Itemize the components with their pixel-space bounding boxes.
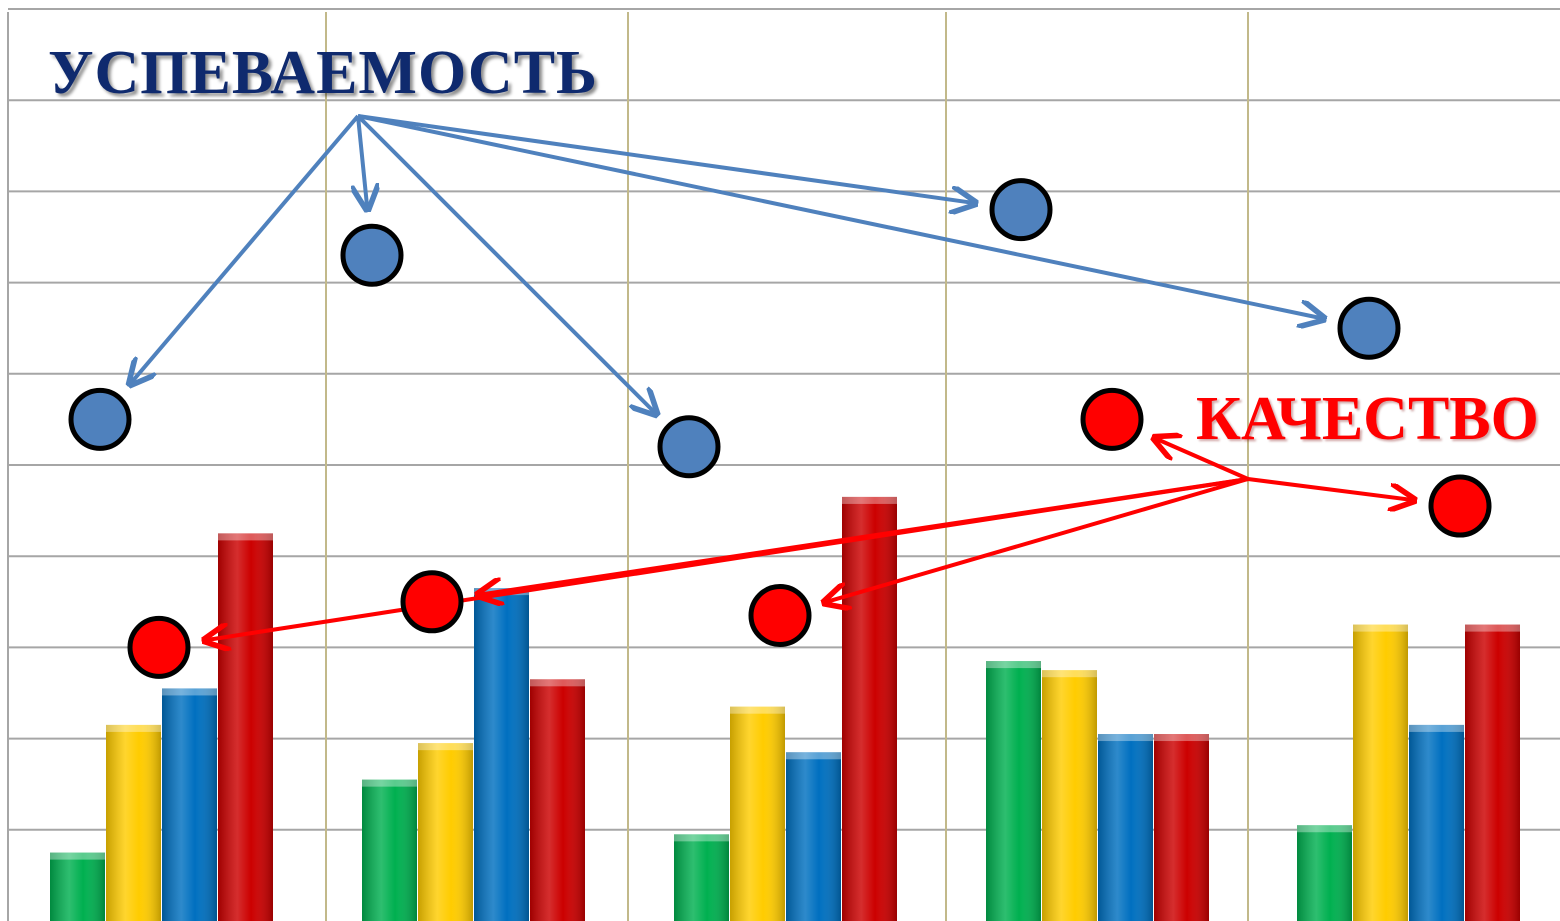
bar-top	[842, 496, 897, 504]
markers	[68, 178, 1492, 679]
bar-top	[986, 661, 1041, 669]
bar-shade	[1353, 624, 1408, 921]
bar-shade	[530, 679, 585, 921]
bar-shade	[730, 706, 785, 921]
bar-shade	[1098, 734, 1153, 921]
bar-top	[530, 679, 585, 687]
marker-kachestvo	[1080, 387, 1144, 451]
arrow-uspevaemost	[357, 114, 1324, 319]
arrow-kachestvo	[1247, 477, 1414, 500]
bar-shade	[474, 588, 529, 921]
arrow-kachestvo	[477, 477, 1249, 595]
arrow-uspevaemost	[130, 114, 360, 384]
arrow-uspevaemost	[357, 114, 975, 203]
bar-shade	[1154, 734, 1209, 921]
arrow-uspevaemost	[358, 115, 367, 209]
marker-kachestvo	[1428, 474, 1492, 538]
bar-top	[786, 752, 841, 760]
grid	[7, 8, 1560, 921]
bar-shade	[786, 752, 841, 921]
marker-uspevaemost	[340, 223, 404, 287]
bar-top	[218, 533, 273, 541]
marker-kachestvo	[748, 583, 812, 647]
bar-top	[1042, 670, 1097, 678]
bar-top	[1353, 624, 1408, 632]
bar-shade	[106, 724, 161, 921]
bar-shade	[1465, 624, 1520, 921]
bar-top	[674, 834, 729, 842]
marker-uspevaemost	[989, 178, 1053, 242]
bar-top	[1409, 724, 1464, 732]
bar-top	[1465, 624, 1520, 632]
marker-kachestvo	[400, 570, 464, 634]
marker-uspevaemost	[657, 415, 721, 479]
bar-shade	[842, 496, 897, 921]
bar-shade	[1409, 724, 1464, 921]
bar-top	[50, 852, 105, 860]
arrow-uspevaemost	[356, 114, 656, 414]
bar-top	[730, 706, 785, 714]
bar-top	[106, 724, 161, 732]
bar-top	[1154, 734, 1209, 742]
bar-top	[1098, 734, 1153, 742]
bar-shade	[418, 743, 473, 921]
bar-top	[1297, 825, 1352, 833]
bar-shade	[362, 779, 417, 921]
marker-uspevaemost	[1337, 296, 1401, 360]
bars	[50, 496, 1520, 921]
bar-top	[162, 688, 217, 696]
bar-top	[362, 779, 417, 787]
bar-shade	[674, 834, 729, 921]
arrows	[130, 114, 1415, 640]
arrow-kachestvo	[824, 477, 1249, 603]
kachestvo-label: КАЧЕСТВО	[1196, 385, 1539, 453]
bar-top	[418, 743, 473, 751]
bar-shade	[1042, 670, 1097, 921]
bar-shade	[162, 688, 217, 921]
bar-shade	[1297, 825, 1352, 921]
marker-uspevaemost	[68, 387, 132, 451]
bar-shade	[218, 533, 273, 921]
bar-shade	[986, 661, 1041, 921]
uspevaemost-label: УСПЕВАЕМОСТЬ	[48, 39, 599, 107]
marker-kachestvo	[127, 615, 191, 679]
bar-shade	[50, 852, 105, 921]
arrow-kachestvo	[1154, 438, 1249, 481]
